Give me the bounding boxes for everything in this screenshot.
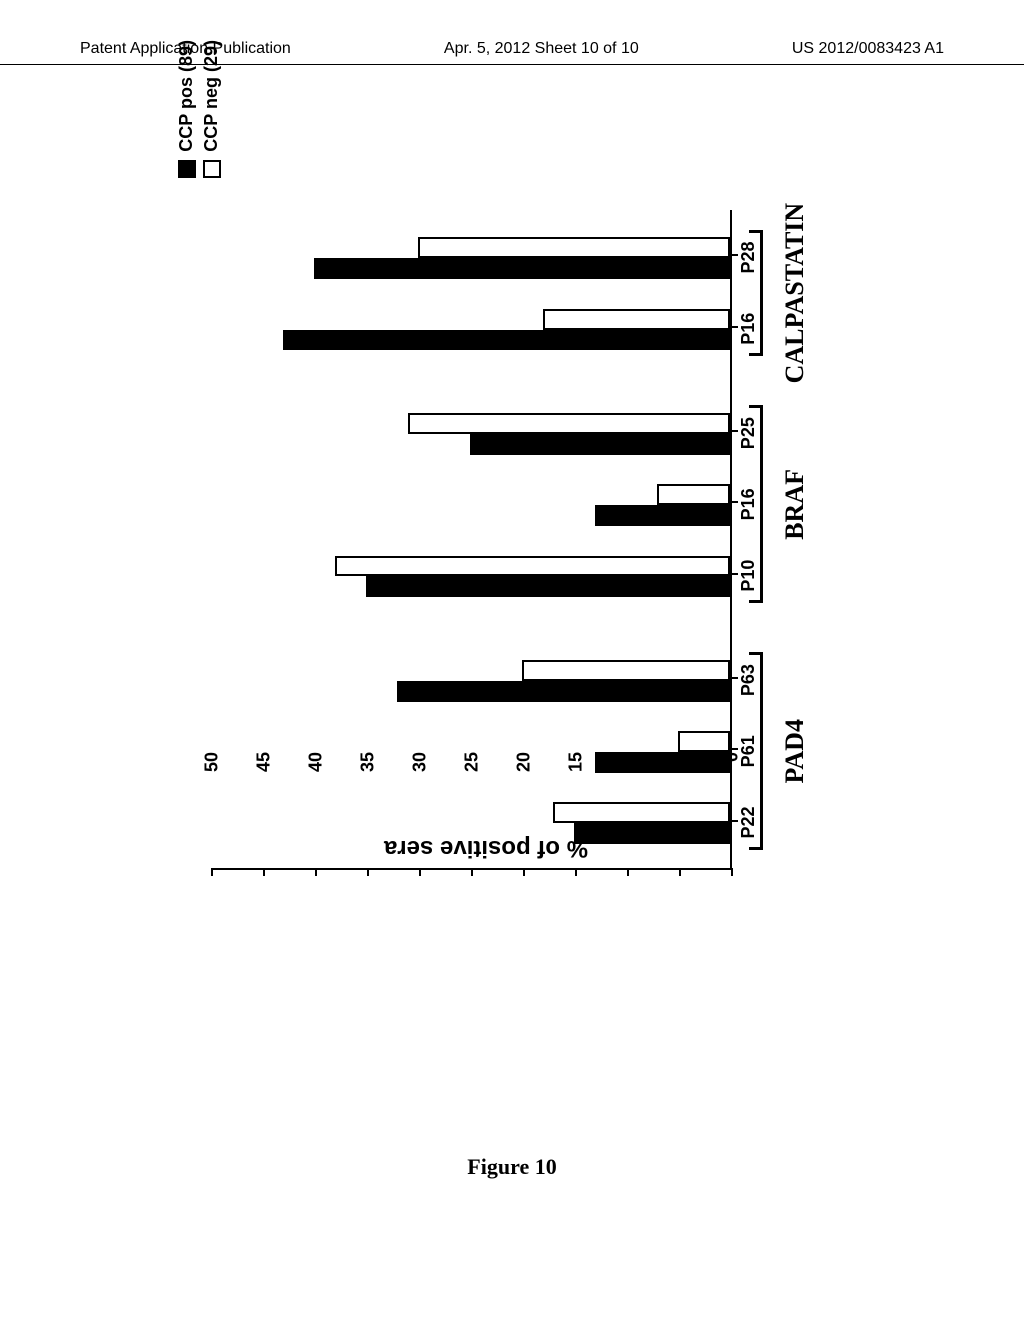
bar-pos [314,258,730,279]
y-tick-label: 10 [618,752,639,772]
y-tick [575,868,577,876]
x-tick [730,820,738,822]
x-tick-label: P16 [738,313,759,345]
legend-label-pos: CCP pos (89) [176,40,197,152]
legend-item-pos: CCP pos (89) [176,40,197,178]
group-bracket [760,652,774,850]
y-tick-label: 50 [202,752,223,772]
x-tick-label: P22 [738,807,759,839]
bar-pos [574,823,730,844]
x-tick-label: P25 [738,417,759,449]
bar-neg [543,309,730,330]
figure-caption: Figure 10 [467,1154,556,1180]
y-tick [523,868,525,876]
y-tick-label: 30 [410,752,431,772]
x-tick [730,430,738,432]
x-tick-label: P10 [738,560,759,592]
legend-swatch-pos-icon [178,160,196,178]
bar-pos [470,434,730,455]
bar-neg [657,484,730,505]
bar-neg [553,802,730,823]
bar-neg [522,660,730,681]
x-tick-label: P61 [738,735,759,767]
y-tick-label: 35 [358,752,379,772]
bar-pos [595,752,730,773]
bar-neg [678,731,730,752]
y-tick-label: 5 [670,752,691,762]
y-tick [263,868,265,876]
x-tick [730,326,738,328]
y-tick [367,868,369,876]
y-tick [627,868,629,876]
y-tick [211,868,213,876]
x-tick [730,748,738,750]
x-tick-label: P28 [738,241,759,273]
bar-pos [283,330,730,351]
bar-pos [397,681,730,702]
bar-pos [366,576,730,597]
y-tick-label: 25 [462,752,483,772]
legend-swatch-neg-icon [203,160,221,178]
y-tick [679,868,681,876]
bar-neg [408,413,730,434]
bar-neg [335,556,730,577]
x-tick [730,254,738,256]
legend-item-neg: CCP neg (29) [201,40,222,178]
bar-pos [595,505,730,526]
x-tick [730,573,738,575]
group-label: CALPASTATIN [780,203,810,384]
y-tick-label: 15 [566,752,587,772]
x-tick [730,677,738,679]
legend-label-neg: CCP neg (29) [201,40,222,152]
y-tick [315,868,317,876]
legend: CCP pos (89) CCP neg (29) [176,40,226,178]
y-tick [471,868,473,876]
x-tick-label: P63 [738,664,759,696]
y-tick-label: 40 [306,752,327,772]
x-tick [730,501,738,503]
group-bracket [760,405,774,603]
group-label: PAD4 [780,719,810,784]
header-right: US 2012/0083423 A1 [792,40,944,58]
y-tick [419,868,421,876]
group-bracket [760,230,774,357]
group-label: BRAF [780,469,810,540]
bar-chart: % of positive sera CCP pos (89) CCP neg … [162,80,862,980]
header-center: Apr. 5, 2012 Sheet 10 of 10 [444,40,639,58]
y-tick [731,868,733,876]
y-tick-label: 20 [514,752,535,772]
y-tick-label: 45 [254,752,275,772]
bar-neg [418,237,730,258]
page-header: Patent Application Publication Apr. 5, 2… [0,40,1024,65]
x-tick-label: P16 [738,488,759,520]
